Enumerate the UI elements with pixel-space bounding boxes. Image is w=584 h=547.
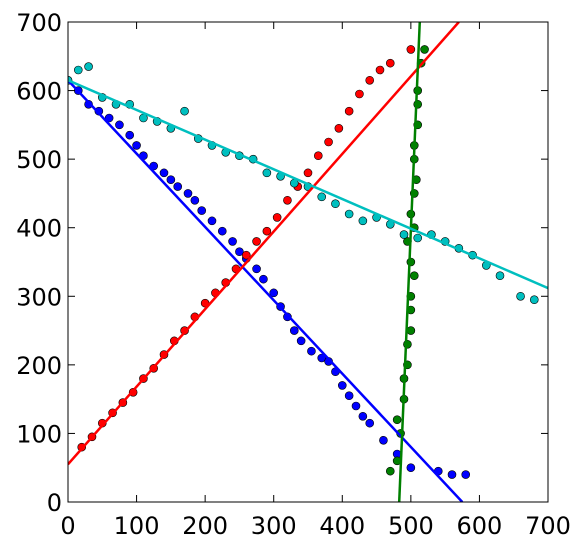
data-point <box>344 106 354 116</box>
data-point <box>392 415 402 425</box>
data-point <box>324 137 333 147</box>
x-tick-label: 0 <box>60 512 75 540</box>
tick-labels-layer: 0 100 200 300 400 500 600 700 0 100 200 300 400 500 60… <box>16 9 571 540</box>
data-point <box>252 264 261 274</box>
data-point <box>337 381 347 390</box>
data-point <box>115 120 124 130</box>
data-point <box>190 195 200 205</box>
data-point <box>406 463 416 473</box>
data-point <box>317 353 327 363</box>
data-point <box>495 271 505 281</box>
data-point <box>262 168 272 178</box>
data-point <box>406 45 416 54</box>
ticks-layer <box>67 21 549 503</box>
data-point <box>355 89 364 99</box>
x-tick-label: 200 <box>182 512 228 540</box>
data-point <box>385 466 395 476</box>
data-point <box>461 470 471 479</box>
x-tick-label: 400 <box>319 512 365 540</box>
data-point <box>307 346 316 356</box>
fit-line <box>68 79 464 502</box>
data-point <box>344 391 354 401</box>
data-point <box>365 418 375 428</box>
data-point <box>529 295 539 305</box>
y-tick-label: 400 <box>16 215 62 243</box>
data-point <box>197 206 207 215</box>
plot-background <box>68 22 548 502</box>
data-point <box>365 75 375 85</box>
data-point <box>84 99 93 109</box>
y-tick-label: 100 <box>16 420 62 448</box>
data-point <box>228 237 237 246</box>
data-point <box>180 106 189 116</box>
data-point <box>104 113 114 123</box>
y-tick-label: 700 <box>16 9 62 37</box>
y-tick-label: 500 <box>16 146 62 174</box>
data-point <box>379 435 388 445</box>
data-point <box>159 168 169 178</box>
data-point <box>516 291 525 301</box>
data-point <box>262 226 272 236</box>
x-tick-label: 700 <box>525 512 571 540</box>
x-tick-label: 300 <box>251 512 297 540</box>
data-point <box>409 271 419 281</box>
data-point <box>413 233 423 243</box>
data-point <box>406 257 416 267</box>
data-point <box>173 182 183 191</box>
data-point <box>259 274 268 284</box>
data-point <box>331 199 340 209</box>
fit-line <box>68 22 460 466</box>
data-point <box>303 168 313 178</box>
data-point <box>358 216 368 226</box>
data-point <box>94 106 104 116</box>
y-tick-label: 200 <box>16 352 62 380</box>
data-point <box>447 470 457 479</box>
data-point <box>125 130 135 140</box>
data-point <box>289 326 299 335</box>
data-point <box>235 247 244 257</box>
data-point <box>132 141 141 150</box>
data-point <box>420 45 429 54</box>
data-point <box>166 175 176 185</box>
fit-lines-layer <box>68 22 548 502</box>
fit-line <box>68 79 548 290</box>
data-point <box>207 216 217 226</box>
data-point <box>283 195 292 205</box>
data-point <box>217 226 227 236</box>
data-point <box>296 336 306 346</box>
plot-frame <box>67 21 549 503</box>
data-point <box>344 209 354 219</box>
data-point <box>385 58 395 68</box>
data-point <box>406 326 416 335</box>
data-point <box>241 250 251 260</box>
data-point <box>183 189 193 198</box>
x-tick-label: 600 <box>457 512 503 540</box>
y-tick-label: 0 <box>47 489 62 517</box>
data-point <box>375 65 385 75</box>
data-point <box>399 230 409 239</box>
y-tick-label: 300 <box>16 283 62 311</box>
data-point <box>358 411 368 421</box>
data-point <box>84 62 93 71</box>
data-point <box>317 192 327 202</box>
y-tick-label: 600 <box>16 78 62 106</box>
data-point <box>334 123 344 133</box>
data-point <box>269 288 279 298</box>
data-point <box>73 65 83 75</box>
x-tick-label: 500 <box>388 512 434 540</box>
data-point <box>351 401 361 411</box>
fit-line <box>397 22 422 502</box>
data-point <box>252 237 261 246</box>
data-point <box>272 213 282 222</box>
x-tick-label: 100 <box>114 512 160 540</box>
data-point <box>313 151 323 161</box>
